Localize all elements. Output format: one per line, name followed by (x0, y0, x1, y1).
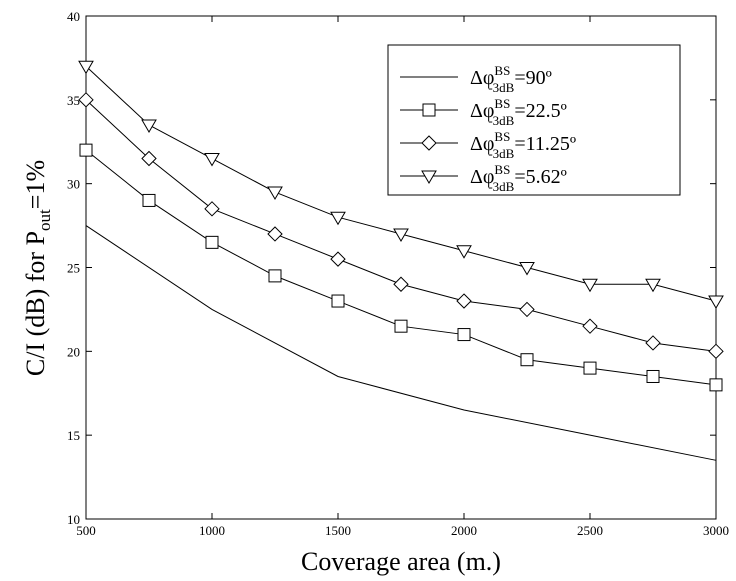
data-point-square (205, 235, 219, 249)
series-line-0 (85, 225, 717, 461)
legend-label-value: =5.62º (514, 166, 566, 188)
legend-label: ΔφBS -3dB=90º (470, 63, 552, 95)
legend-marker-triangle-down (421, 170, 437, 184)
legend-label: ΔφBS -3dB=22.5º (470, 96, 567, 128)
axis-ticks: 500 1000 1500 2000 2500 3000 10 15 20 25 30 35 40 (67, 9, 729, 538)
data-point-square (394, 319, 408, 333)
data-point-diamond (393, 276, 409, 292)
y-axis-title-sub: out (35, 209, 54, 231)
data-point-diamond (204, 201, 220, 217)
legend-marker-square (422, 103, 436, 117)
legend-label-symbol: Δφ (470, 67, 494, 89)
data-point-square (457, 328, 471, 342)
x-tick-label: 2500 (577, 523, 603, 538)
data-point-triangle-down (267, 186, 283, 201)
legend-label-value: =90º (514, 67, 551, 89)
legend-label: ΔφBS -3dB=5.62º (470, 162, 567, 194)
data-point-triangle-down (204, 153, 220, 167)
data-point-square (520, 353, 534, 367)
legend-label-value: =11.25º (514, 133, 576, 155)
y-tick-label: 20 (67, 344, 80, 359)
legend-label: ΔφBS -3dB=11.25º (470, 129, 576, 161)
data-point-square (646, 369, 660, 383)
y-tick-label: 30 (67, 177, 80, 192)
x-tick-label: 1000 (199, 523, 225, 538)
legend-label-sup: BS (494, 63, 510, 78)
data-point-square (709, 378, 723, 392)
x-axis-title: Coverage area (m.) (301, 547, 501, 576)
y-axis-title: C/I (dB) for Pout=1% (21, 160, 54, 376)
y-axis-title-tail: =1% (21, 160, 50, 209)
x-tick-label: 500 (76, 523, 96, 538)
data-point-square (79, 143, 93, 157)
y-axis-title-main: C/I (dB) for P (21, 231, 50, 376)
legend-label-sup: BS (494, 162, 510, 177)
legend-label-sup: BS (494, 129, 510, 144)
data-point-triangle-down (141, 119, 157, 133)
data-point-triangle-down (582, 278, 598, 293)
series-group (78, 60, 724, 461)
data-point-triangle-down (456, 245, 472, 259)
y-tick-label: 25 (67, 261, 80, 276)
data-point-diamond (582, 318, 598, 334)
data-point-triangle-down (393, 228, 409, 242)
data-point-diamond (330, 251, 346, 267)
data-point-triangle-down (708, 295, 724, 310)
data-point-square (142, 193, 156, 207)
data-point-square (268, 269, 282, 283)
data-point-diamond (78, 92, 94, 108)
legend-marker-diamond (421, 135, 437, 151)
legend-label-sup: BS (494, 96, 510, 111)
data-point-triangle-down (78, 60, 94, 75)
data-point-diamond (141, 150, 157, 167)
data-point-diamond (645, 335, 661, 351)
y-tick-label: 10 (67, 512, 80, 527)
legend-label-sub: -3dB (488, 146, 514, 161)
x-tick-label: 3000 (703, 523, 729, 538)
y-tick-label: 15 (67, 428, 80, 443)
y-tick-label: 35 (67, 93, 80, 108)
data-point-diamond (519, 301, 535, 318)
legend-label-sub: -3dB (488, 179, 514, 194)
data-point-diamond (708, 343, 724, 360)
y-tick-label: 40 (67, 9, 80, 24)
legend-label-symbol: Δφ (470, 100, 494, 122)
legend-label-symbol: Δφ (470, 133, 494, 155)
data-point-triangle-down (645, 278, 661, 293)
data-point-diamond (456, 293, 472, 309)
x-tick-label: 2000 (451, 523, 477, 538)
data-point-triangle-down (519, 262, 535, 276)
legend-label-value: =22.5º (514, 100, 566, 122)
data-point-diamond (267, 226, 283, 242)
data-point-square (331, 294, 345, 308)
data-point-square (583, 361, 597, 375)
legend-box (387, 44, 681, 196)
legend-label-symbol: Δφ (470, 166, 494, 188)
data-point-triangle-down (330, 211, 346, 226)
x-tick-label: 1500 (325, 523, 351, 538)
legend-label-sub: -3dB (488, 113, 514, 128)
legend-label-sub: -3dB (488, 80, 514, 95)
